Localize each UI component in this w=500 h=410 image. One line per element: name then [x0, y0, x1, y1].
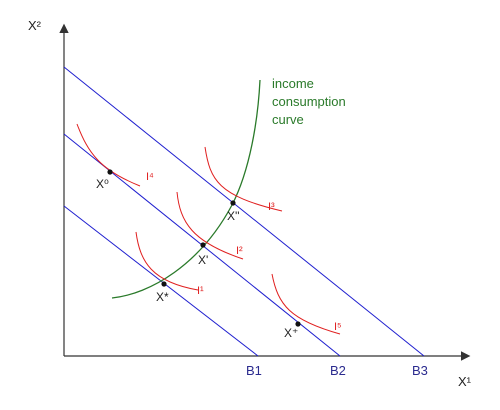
point-label-xplus: X⁺	[284, 326, 298, 340]
point-label-xdouble: X''	[227, 209, 240, 223]
y-axis-label: X²	[28, 18, 42, 33]
point-label-x0: X⁰	[96, 177, 109, 191]
icc-label-line1: income	[272, 76, 314, 91]
indifference-label-i3: I³	[268, 201, 275, 213]
point-xstar	[161, 281, 166, 286]
indifference-curve-i5	[272, 274, 340, 334]
x-axis-label: X¹	[458, 374, 472, 389]
point-xdouble	[230, 200, 235, 205]
icc-label-line3: curve	[272, 112, 304, 127]
budget-label-b1: B1	[246, 363, 262, 378]
point-x0	[107, 169, 112, 174]
budget-label-b2: B2	[330, 363, 346, 378]
indifference-label-i2: I²	[236, 245, 243, 257]
budget-line-b3	[64, 67, 424, 356]
income-consumption-curve	[112, 80, 260, 298]
point-label-xstar: X*	[156, 290, 169, 304]
budget-label-b3: B3	[412, 363, 428, 378]
indifference-label-i1: I¹	[197, 285, 204, 297]
point-label-xprime: X'	[198, 253, 208, 267]
indifference-label-i4: I⁴	[146, 171, 154, 183]
icc-label-line2: consumption	[272, 94, 346, 109]
indifference-label-i5: I⁵	[334, 321, 342, 333]
point-xprime	[200, 242, 205, 247]
